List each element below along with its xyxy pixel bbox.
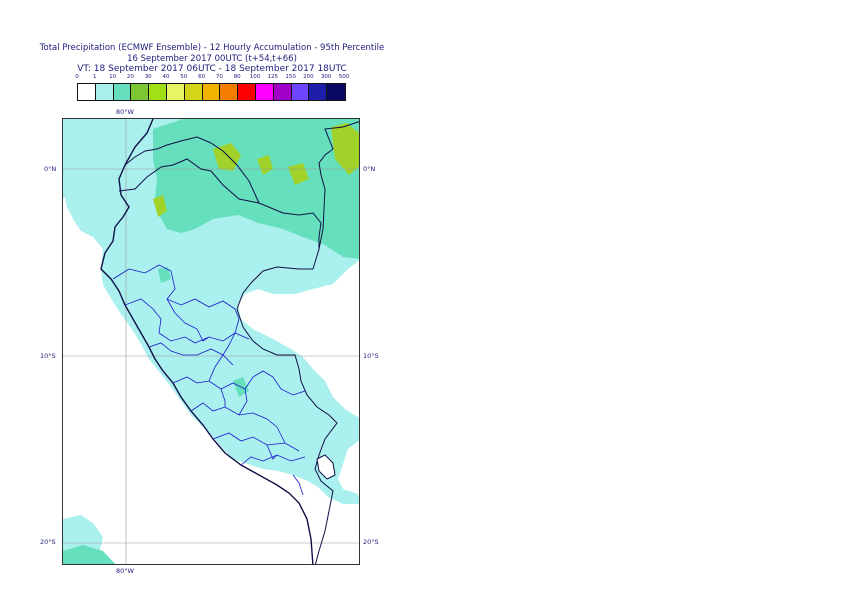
legend-swatches: [77, 83, 346, 101]
coastline: [100, 119, 314, 564]
precip-area-teal: [153, 119, 359, 259]
legend-swatch: [327, 84, 345, 100]
lake-titicaca: [316, 454, 336, 480]
legend-threshold-label: 70: [215, 74, 223, 80]
legend-swatch: [78, 84, 96, 100]
precip-patch-green-2: [153, 195, 167, 217]
lat-label-left-20s: 20°S: [40, 538, 56, 546]
precip-patch-teal-1: [203, 119, 268, 149]
legend-swatch: [291, 84, 310, 100]
precip-patch-green-1: [213, 143, 241, 171]
border-ecuador-north: [124, 136, 260, 204]
border-peru-brazil: [236, 266, 338, 564]
legend-threshold-label: 30: [144, 74, 152, 80]
map-run-time: 16 September 2017 00UTC (t+54,t+66): [127, 54, 297, 64]
lat-label-left-0: 0°N: [44, 165, 57, 173]
legend-swatch: [202, 84, 221, 100]
legend-threshold-label: 10: [109, 74, 117, 80]
map-canvas: [63, 119, 359, 564]
legend-swatch: [184, 84, 203, 100]
legend-swatch: [149, 84, 167, 100]
lat-label-left-10s: 10°S: [40, 352, 56, 360]
map-title: Total Precipitation (ECMWF Ensemble) - 1…: [39, 43, 385, 53]
legend-swatch: [273, 84, 292, 100]
legend-swatch: [113, 84, 132, 100]
lat-label-right-0: 0°N: [363, 165, 376, 173]
color-legend: 0 1 10 20 30 40 50 60 70 80 100 125 150 200 300 500: [75, 74, 350, 101]
legend-swatch: [238, 84, 256, 100]
legend-threshold-label: 60: [198, 74, 206, 80]
legend-swatch: [309, 84, 328, 100]
precip-patch-green-5: [257, 155, 273, 175]
legend-threshold-label: 300: [320, 74, 332, 80]
legend-threshold-label: 50: [180, 74, 188, 80]
legend-threshold-label: 1: [93, 74, 97, 80]
precip-patch-green-4: [331, 123, 359, 175]
legend-threshold-label: 125: [267, 74, 279, 80]
precip-patch-teal-2: [158, 267, 171, 283]
precip-patch-teal-4: [63, 545, 116, 564]
legend-threshold-label: 20: [126, 74, 134, 80]
legend-swatch: [220, 84, 239, 100]
lat-label-right-10s: 10°S: [363, 352, 379, 360]
legend-threshold-label: 100: [249, 74, 261, 80]
legend-threshold-label: 0: [75, 74, 79, 80]
border-colombia-brazil: [318, 121, 359, 250]
lon-label-top: 80°W: [116, 108, 134, 116]
legend-swatch: [166, 84, 185, 100]
legend-threshold-label: 150: [285, 74, 296, 80]
precipitation-map: [62, 118, 360, 565]
legend-swatch: [131, 84, 150, 100]
internal-boundaries: [112, 264, 306, 496]
legend-swatch: [95, 84, 114, 100]
legend-threshold-label: 80: [233, 74, 241, 80]
lat-label-right-20s: 20°S: [363, 538, 379, 546]
map-valid-time: VT: 18 September 2017 06UTC - 18 Septemb…: [77, 64, 347, 74]
precip-patch-green-3: [288, 163, 309, 185]
legend-threshold-label: 500: [338, 74, 350, 80]
precip-patch-north-coast: [63, 119, 105, 199]
legend-threshold-label: 200: [303, 74, 314, 80]
border-peru-ecuador-colombia: [118, 158, 322, 270]
legend-swatch: [255, 84, 274, 100]
legend-threshold-label: 40: [162, 74, 170, 80]
lon-label-bottom: 80°W: [116, 567, 134, 575]
legend-labels: 0 1 10 20 30 40 50 60 70 80 100 125 150 200 300 500: [75, 74, 350, 83]
